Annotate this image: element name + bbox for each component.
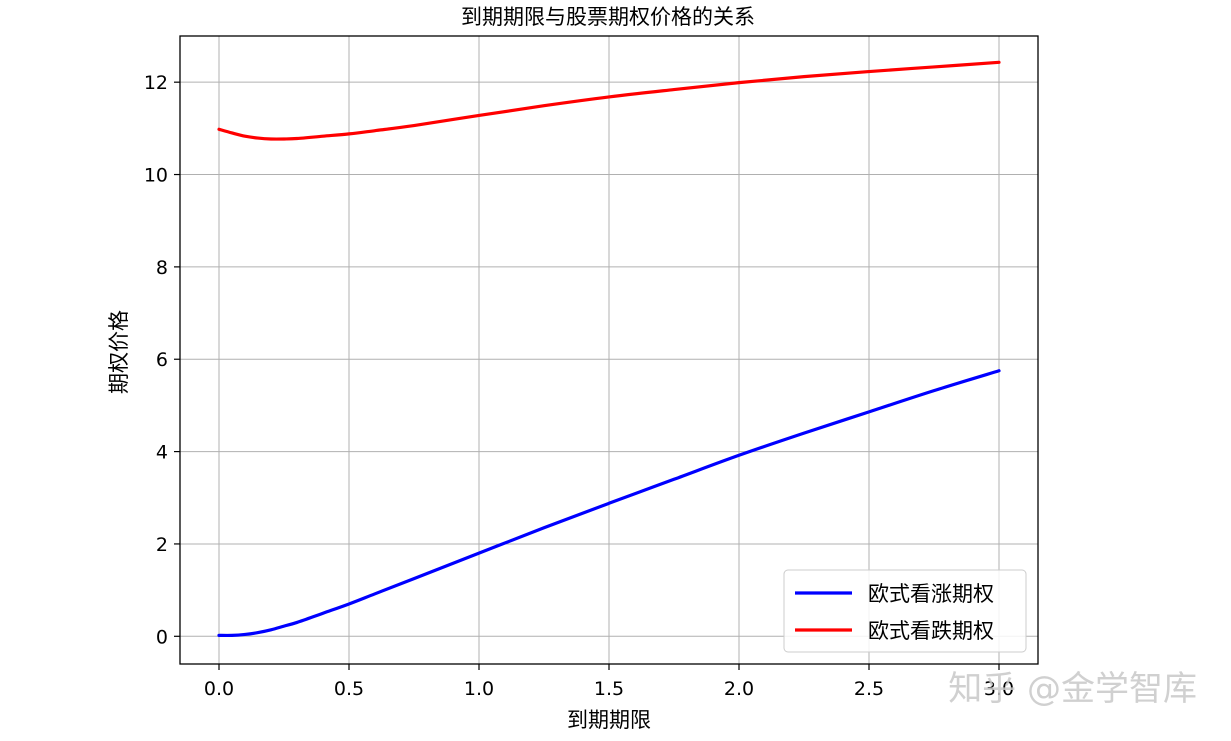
x-tick-label: 0.0 — [204, 678, 234, 700]
grid-lines — [180, 36, 1038, 664]
x-tick-label: 2.5 — [854, 678, 884, 700]
y-tick-label: 4 — [156, 442, 168, 464]
y-tick-label: 10 — [144, 165, 168, 187]
legend: 欧式看涨期权 欧式看跌期权 — [783, 569, 1027, 653]
y-axis-ticks: 0 2 4 6 8 10 12 — [144, 72, 180, 648]
x-tick-label: 1.0 — [464, 678, 494, 700]
legend-label-put: 欧式看跌期权 — [868, 619, 994, 643]
series-line-call — [217, 369, 1001, 638]
x-tick-label: 0.5 — [334, 678, 364, 700]
legend-label-call: 欧式看涨期权 — [868, 582, 994, 606]
axes-frame — [179, 35, 1039, 665]
plot-series — [217, 60, 1001, 638]
x-tick-label: 3.0 — [984, 678, 1014, 700]
x-tick-label: 1.5 — [594, 678, 624, 700]
x-tick-label: 2.0 — [724, 678, 754, 700]
y-tick-label: 12 — [144, 72, 168, 94]
series-line-put — [217, 60, 1001, 141]
y-tick-label: 2 — [156, 534, 168, 556]
y-tick-label: 6 — [156, 349, 168, 371]
y-tick-label: 0 — [156, 626, 168, 648]
x-axis-ticks: 0.0 0.5 1.0 1.5 2.0 2.5 3.0 — [204, 664, 1014, 700]
y-axis-title: 期权价格 — [107, 310, 131, 394]
watermark: 知乎 @金学智库 — [948, 669, 1197, 709]
y-tick-label: 8 — [156, 257, 168, 279]
chart-title: 到期期限与股票期权价格的关系 — [461, 5, 755, 29]
x-axis-title: 到期期限 — [567, 708, 651, 732]
